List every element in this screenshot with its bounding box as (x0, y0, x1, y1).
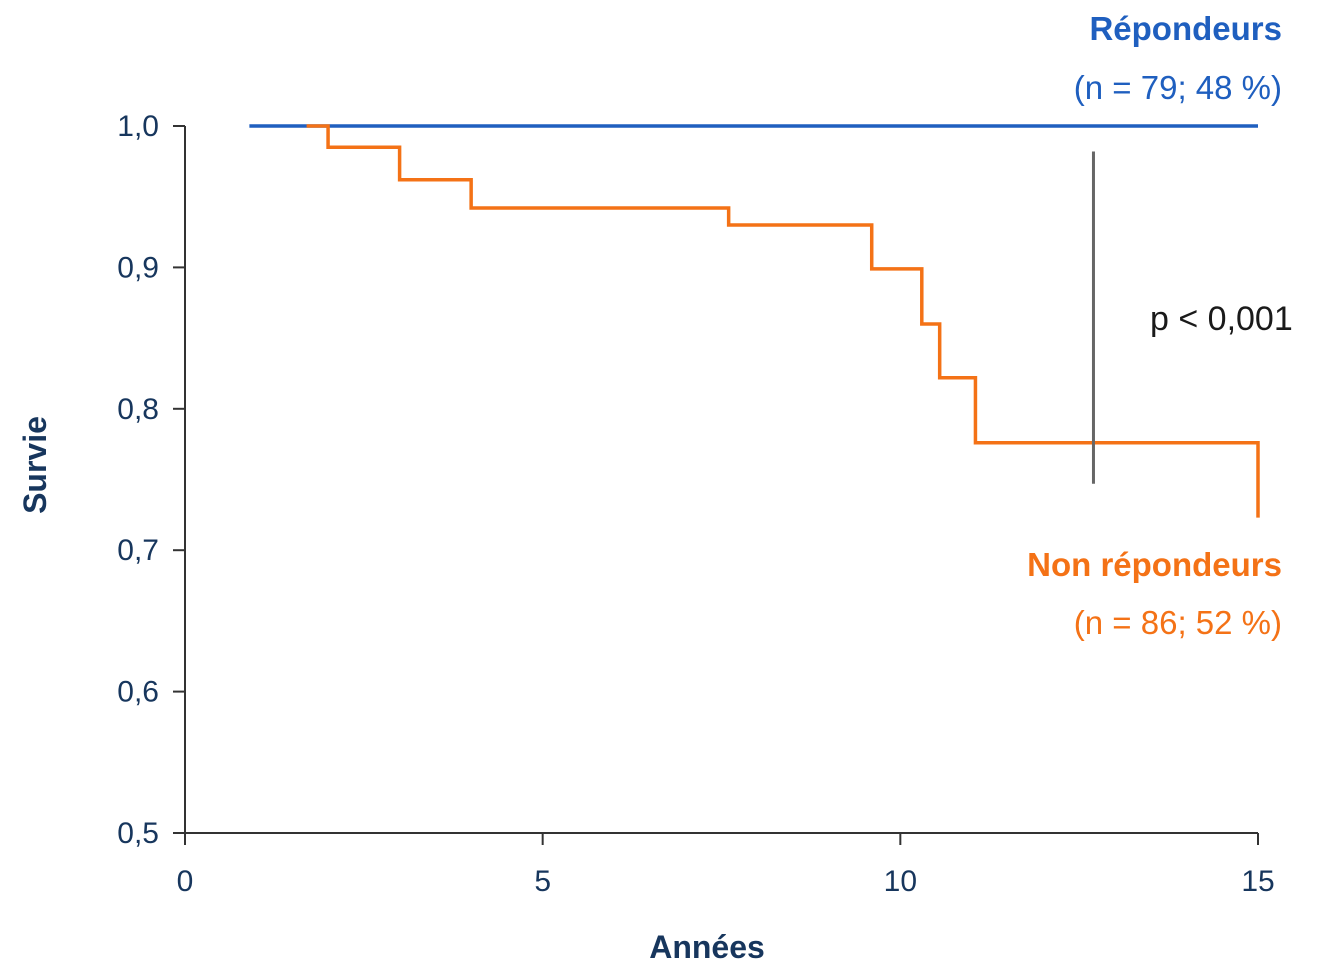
y-tick-label: 0,5 (117, 817, 159, 850)
y-tick-label: 0,8 (117, 393, 159, 426)
nonresponders-label: Non répondeurs (1027, 546, 1282, 583)
x-tick-label: 15 (1241, 865, 1274, 898)
y-axis-title: Survie (17, 416, 53, 514)
y-tick-label: 0,6 (117, 676, 159, 709)
y-tick-label: 0,7 (117, 534, 159, 567)
nonresponders-count: (n = 86; 52 %) (1074, 604, 1282, 641)
series-layer (249, 124, 1260, 518)
x-axis-ticks: 0 5 10 15 (177, 833, 1275, 898)
y-axis-ticks: 0,5 0,6 0,7 0,8 0,9 1,0 (117, 110, 185, 850)
y-tick-label: 0,9 (117, 251, 159, 284)
x-tick-label: 5 (534, 865, 551, 898)
x-tick-label: 0 (177, 865, 194, 898)
p-value-label: p < 0,001 (1150, 300, 1293, 338)
responders-label: Répondeurs (1089, 10, 1282, 47)
responders-count: (n = 79; 48 %) (1074, 69, 1282, 106)
y-tick-label: 1,0 (117, 110, 159, 143)
x-axis-title: Années (649, 929, 765, 965)
series-nonresponders-line (306, 124, 1260, 518)
x-tick-label: 10 (884, 865, 917, 898)
